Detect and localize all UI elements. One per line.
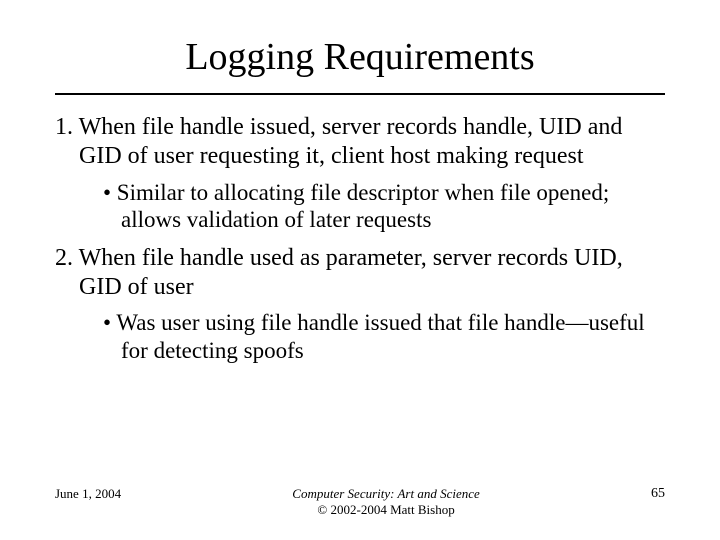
slide-footer: June 1, 2004 Computer Security: Art and … [55, 486, 665, 518]
slide-title: Logging Requirements [55, 35, 665, 79]
footer-date: June 1, 2004 [55, 486, 121, 502]
list-item-1: 1. When file handle issued, server recor… [55, 113, 665, 171]
footer-copyright: © 2002-2004 Matt Bishop [292, 502, 480, 518]
bullet-item-1: • Similar to allocating file descriptor … [103, 179, 665, 234]
title-divider [55, 93, 665, 95]
slide-content: 1. When file handle issued, server recor… [55, 113, 665, 365]
bullet-item-2: • Was user using file handle issued that… [103, 309, 665, 364]
list-item-2: 2. When file handle used as parameter, s… [55, 244, 665, 302]
footer-page-number: 65 [651, 486, 665, 502]
footer-book-title: Computer Security: Art and Science [292, 486, 480, 502]
footer-attribution: Computer Security: Art and Science © 200… [292, 486, 480, 518]
